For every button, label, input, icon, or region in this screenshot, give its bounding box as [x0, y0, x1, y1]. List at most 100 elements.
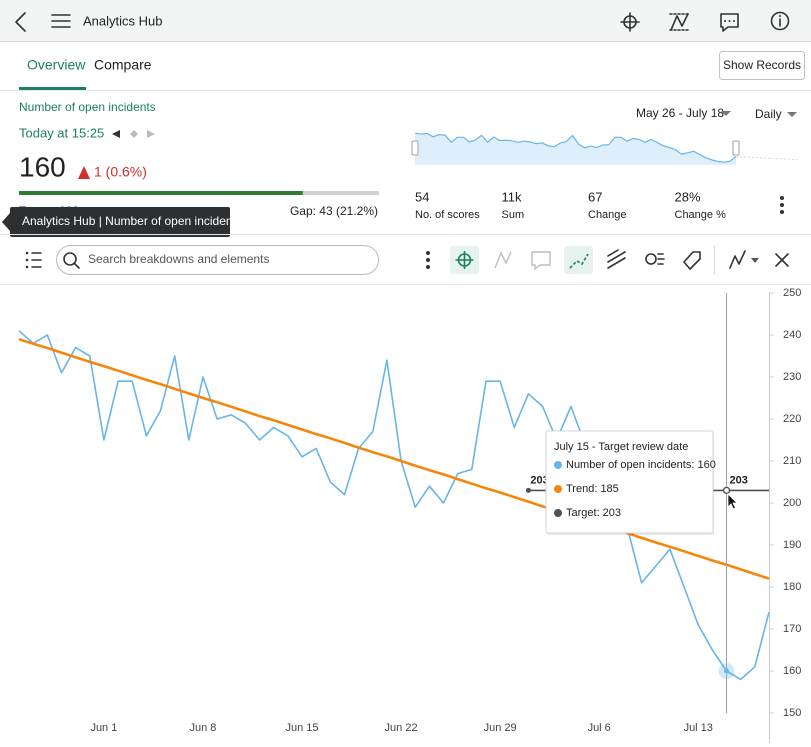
hint-text: Analytics Hub | Number of open incidents — [22, 214, 242, 228]
y-tick-label: 240 — [783, 329, 801, 341]
hover-point — [724, 668, 730, 674]
search-icon — [73, 262, 80, 269]
target-label: 203 — [730, 474, 748, 486]
hover-target-point — [722, 486, 731, 495]
next-button[interactable] — [147, 130, 155, 138]
x-tick-label: Jul 13 — [684, 722, 713, 734]
change-icon — [78, 166, 90, 179]
progress — [19, 191, 379, 195]
forecast-toggle[interactable] — [569, 253, 589, 269]
tooltip-swatch — [554, 461, 562, 469]
y-tick-label: 190 — [783, 539, 801, 551]
stat-value: 28% — [675, 189, 701, 204]
x-tick-label: Jul 6 — [588, 722, 611, 734]
stat-label: Change % — [675, 209, 727, 221]
info-button[interactable] — [770, 11, 790, 31]
y-tick-label: 250 — [783, 287, 801, 299]
target-point — [525, 487, 531, 493]
series-line — [18, 337, 770, 580]
crosshair-toggle[interactable] — [455, 251, 474, 269]
tags-toggle[interactable] — [683, 251, 701, 270]
indicator-gap: Gap: 43 (21.2%) — [290, 204, 378, 218]
tooltip-swatch — [554, 509, 562, 517]
y-tick-label: 170 — [783, 623, 801, 635]
more-button[interactable] — [780, 196, 784, 214]
menu-button[interactable] — [51, 14, 71, 28]
chart: 150 160 170 180 190 200 210 220 230 240 250 Jun 1 Ju… — [18, 287, 801, 743]
sparkline-line — [414, 132, 737, 163]
app-bar — [0, 0, 811, 42]
tooltip-item: Number of open incidents: 160 — [566, 459, 716, 471]
sparkline-area — [415, 133, 736, 165]
breakdown-toggle[interactable] — [645, 253, 665, 265]
dropdown-caret — [721, 111, 731, 116]
indicator-name[interactable]: Number of open incidents — [19, 100, 156, 114]
stats: 54 No. of scores 11k Sum 67 Change 28% Change % — [415, 189, 726, 220]
x-tick-label: Jun 29 — [484, 722, 517, 734]
hint-tooltip: Analytics Hub | Number of open incidents — [2, 207, 242, 237]
search-icon — [63, 252, 77, 266]
search-placeholder: Search breakdowns and elements — [88, 252, 269, 266]
indicator-time: Today at 15:25 — [19, 125, 104, 140]
crosshair-button[interactable] — [620, 12, 640, 32]
show-records-button[interactable] — [719, 51, 805, 80]
tooltip — [545, 430, 714, 534]
date-range[interactable]: May 26 - July 18 — [636, 106, 724, 120]
app-title: Analytics Hub — [83, 13, 162, 28]
indicator-change: 1 (0.6%) — [94, 164, 147, 180]
annotations-toggle[interactable] — [531, 251, 551, 271]
y-tick-label: 150 — [783, 707, 801, 719]
trend-toggle[interactable] — [494, 251, 512, 269]
forecast-toggle-bg — [564, 246, 593, 274]
cursor — [727, 493, 738, 510]
tooltip-swatch — [554, 485, 562, 493]
range-handle[interactable] — [732, 140, 740, 156]
close-button[interactable] — [775, 253, 789, 267]
series-line — [18, 330, 770, 681]
dropdown-caret — [787, 112, 797, 117]
indicator-score: 160 — [19, 151, 66, 182]
chart-type-button[interactable] — [729, 250, 746, 269]
search-box[interactable] — [56, 245, 379, 275]
sparkline-extension — [735, 156, 798, 161]
frequency[interactable]: Daily — [755, 107, 782, 121]
dropdown-caret — [751, 258, 759, 263]
trend-button[interactable] — [669, 13, 690, 31]
stat-label: No. of scores — [415, 209, 480, 221]
x-tick-label: Jun 15 — [286, 722, 319, 734]
previous-button[interactable] — [112, 130, 120, 138]
y-tick-label: 180 — [783, 581, 801, 593]
show-records-label: Show Records — [723, 58, 801, 72]
x-tick-label: Jun 8 — [190, 722, 217, 734]
stat-label: Sum — [502, 209, 525, 221]
progress-bar — [19, 191, 303, 195]
y-tick-label: 210 — [783, 455, 801, 467]
more-button[interactable] — [426, 251, 430, 269]
range-handle[interactable] — [411, 140, 419, 156]
sparkline — [411, 132, 798, 165]
target-label: 203 — [530, 474, 548, 486]
stat-value: 54 — [415, 189, 429, 204]
y-tick-label: 200 — [783, 497, 801, 509]
x-tick-label: Jun 1 — [90, 722, 117, 734]
stat-value: 67 — [588, 189, 602, 204]
back-button[interactable] — [15, 12, 26, 32]
bands-toggle[interactable] — [607, 249, 626, 269]
list-button[interactable] — [25, 251, 42, 269]
tooltip-item: Trend: 185 — [566, 483, 619, 495]
y-tick-label: 160 — [783, 665, 801, 677]
tooltip-item: Target: 203 — [566, 507, 621, 519]
stat-label: Change — [588, 209, 627, 221]
tooltip-title: July 15 - Target review date — [554, 441, 688, 453]
chart-overlay: 203 July 15 - Target review date Number of… — [545, 293, 748, 713]
x-tick-label: Jun 22 — [385, 722, 418, 734]
tab-active[interactable]: Overview — [27, 57, 86, 73]
current-button[interactable] — [130, 130, 138, 138]
stat-value: 11k — [502, 189, 522, 204]
comments-button[interactable] — [720, 13, 739, 32]
y-tick-label: 230 — [783, 371, 801, 383]
y-tick-label: 220 — [783, 413, 801, 425]
tab[interactable]: Compare — [94, 57, 152, 73]
